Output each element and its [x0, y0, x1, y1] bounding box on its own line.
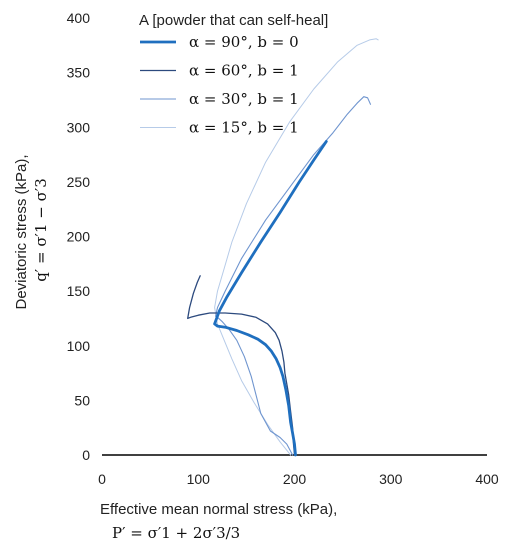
y-tick-label: 250 — [67, 174, 91, 190]
x-tick-label: 0 — [98, 471, 106, 487]
legend-label: α = 15°, b = 1 — [189, 119, 299, 137]
legend-label: α = 90°, b = 0 — [189, 33, 299, 51]
series-lines — [187, 38, 379, 457]
legend-label: α = 60°, b = 1 — [189, 62, 299, 80]
x-tick-label: 200 — [283, 471, 307, 487]
y-tick-label: 200 — [67, 229, 91, 245]
y-axis-formula: q′ = σ′1 − σ′3 — [32, 178, 50, 282]
y-tick-label: 400 — [67, 10, 91, 26]
y-axis-tick-labels: 0 50 100 150 200 250 300 350 400 — [67, 10, 91, 463]
series-line-4 — [214, 38, 379, 456]
series-line-2 — [187, 275, 296, 456]
y-axis-label: Deviatoric stress (kPa), — [13, 154, 30, 309]
legend: α = 90°, b = 0 α = 60°, b = 1 α = 30°, b =… — [140, 33, 299, 137]
series-line-1 — [213, 140, 328, 457]
y-tick-label: 100 — [67, 338, 91, 354]
x-axis-tick-labels: 0 100 200 300 400 — [98, 471, 499, 487]
x-axis-label: Effective mean normal stress (kPa), — [100, 501, 337, 518]
x-tick-label: 300 — [379, 471, 403, 487]
legend-title: A [powder that can self-heal] — [139, 12, 328, 29]
y-tick-label: 150 — [67, 283, 91, 299]
legend-label: α = 30°, b = 1 — [189, 90, 299, 108]
series-line-3 — [215, 96, 372, 456]
y-tick-label: 300 — [67, 119, 91, 135]
y-tick-label: 0 — [82, 447, 90, 463]
x-axis-formula: P′ = σ′1 + 2σ′3/3 — [112, 524, 240, 542]
x-tick-label: 100 — [187, 471, 211, 487]
y-tick-label: 350 — [67, 65, 91, 81]
y-tick-label: 50 — [74, 392, 90, 408]
x-tick-label: 400 — [475, 471, 499, 487]
